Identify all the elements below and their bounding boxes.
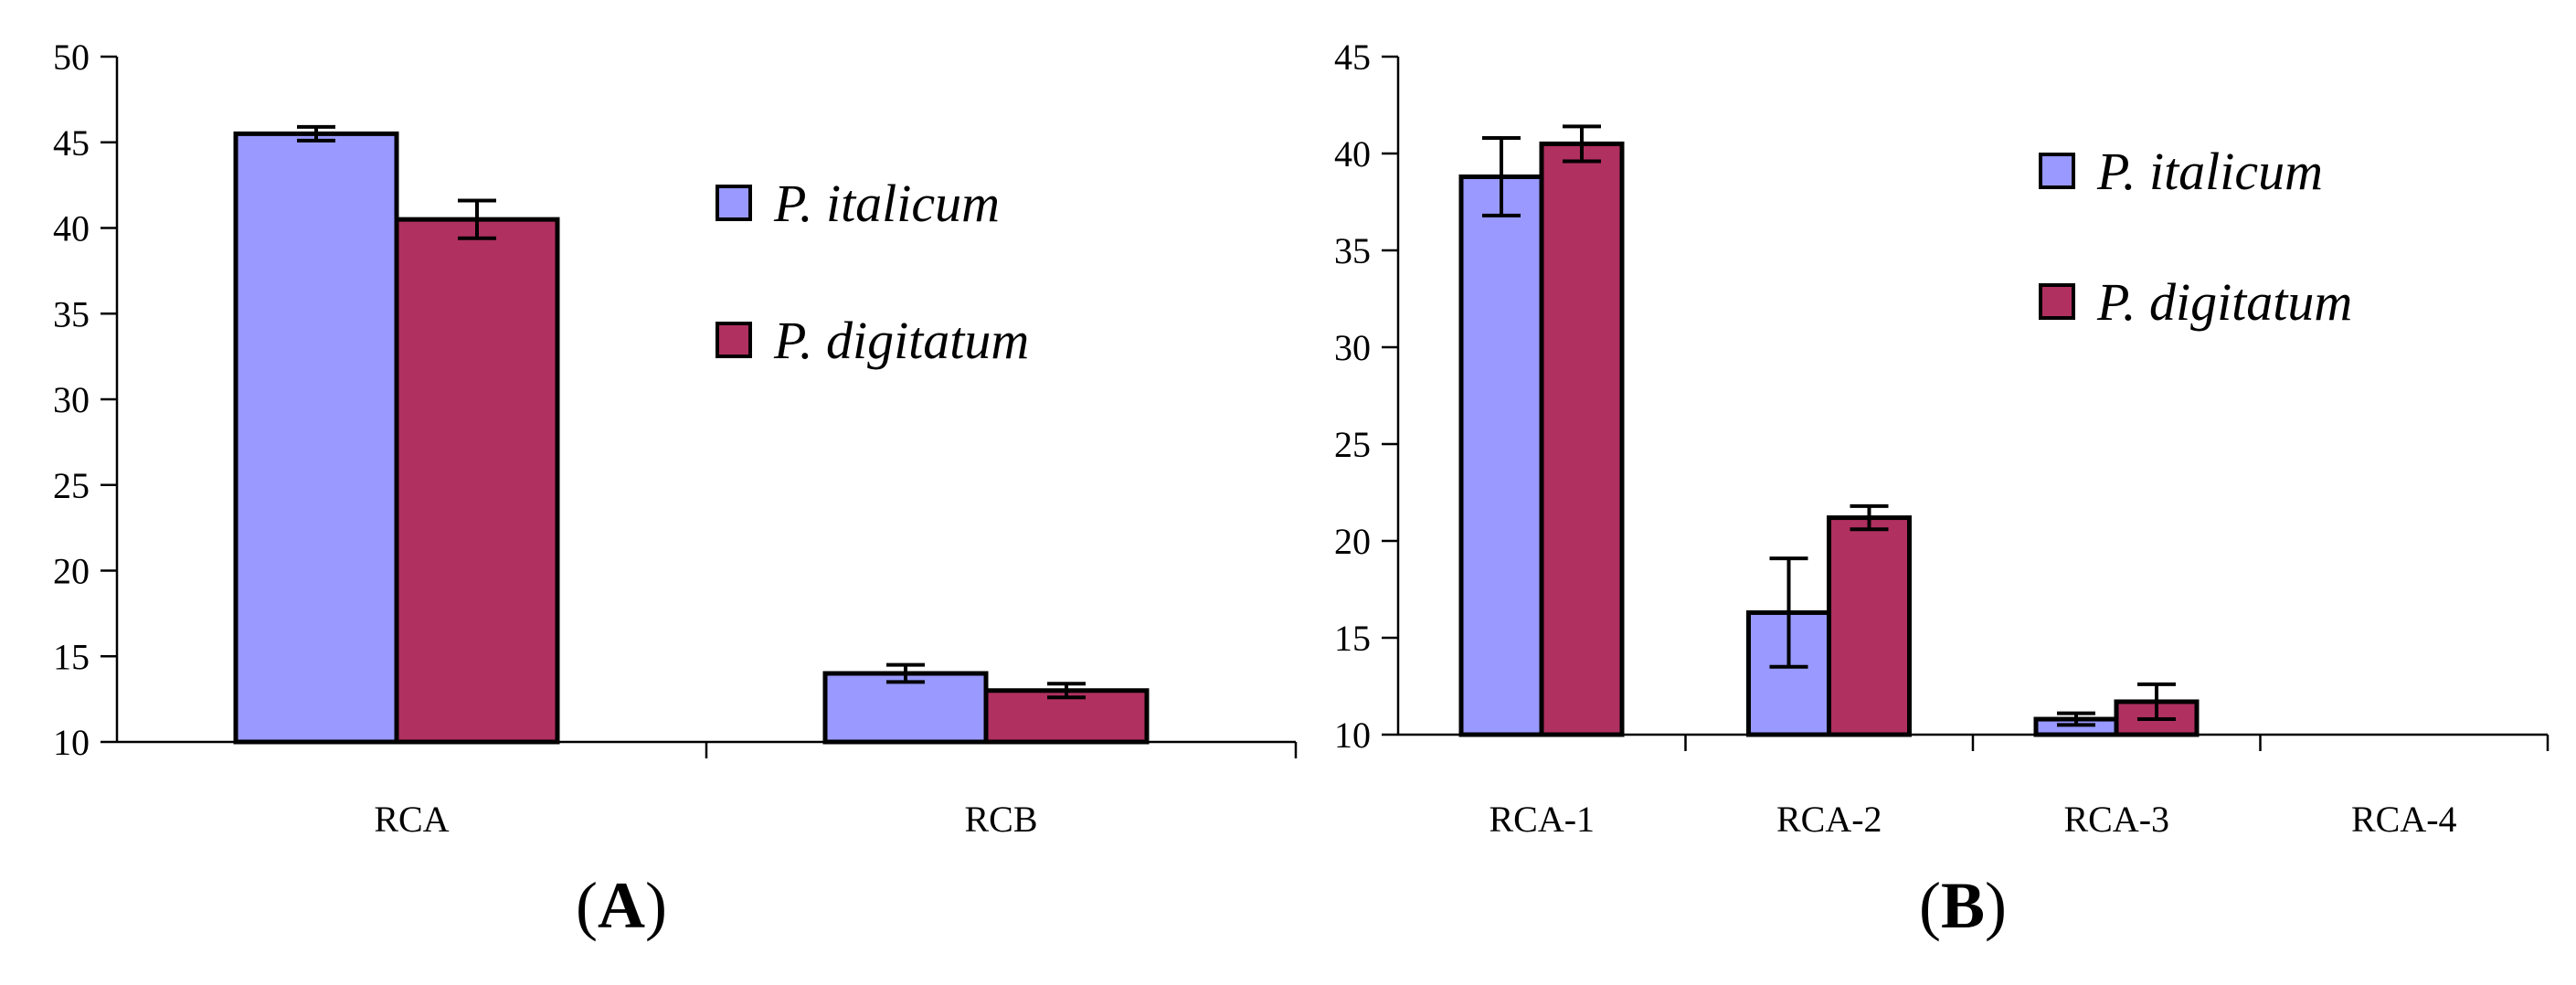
x-category-label: RCA-4 <box>2351 799 2457 840</box>
y-tick-label: 50 <box>53 37 90 78</box>
panel-label: (A) <box>576 869 667 942</box>
bar-rca-series-1 <box>233 131 399 745</box>
panel-label-letter: A <box>598 869 645 942</box>
y-tick-label: 40 <box>1334 133 1371 175</box>
legend-swatch-series-2 <box>716 322 752 358</box>
legend-swatch-series-1 <box>716 185 752 221</box>
y-tick-label: 30 <box>53 379 90 420</box>
panel-label-paren-close: ) <box>1985 869 2007 942</box>
bar-rca-1-series-1 <box>1458 174 1544 737</box>
chart-panel-b: 10 15 20 25 30 35 40 45 RCA-1 RCA-2 RCA-3 RCA-4 P. i… <box>1334 37 2549 942</box>
legend-label: P. italicum <box>2096 142 2323 201</box>
y-tick-label: 20 <box>53 551 90 592</box>
y-tick-label: 25 <box>1334 424 1371 465</box>
y-tick-label: 15 <box>53 636 90 677</box>
legend-label: P. digitatum <box>773 311 1029 370</box>
y-tick-label: 45 <box>53 122 90 164</box>
x-category-label: RCA <box>374 799 449 840</box>
y-tick-label: 15 <box>1334 618 1371 659</box>
legend-label: P. italicum <box>773 174 1000 233</box>
y-tick-label: 35 <box>1334 230 1371 271</box>
bar-rca-2-series-2 <box>1827 515 1912 737</box>
y-tick-label: 25 <box>53 465 90 506</box>
x-category-label: RCB <box>964 799 1037 840</box>
panel-label-paren-open: ( <box>1919 869 1941 942</box>
x-category-label: RCA-1 <box>1489 799 1595 840</box>
panel-label-paren-close: ) <box>645 869 667 942</box>
y-tick-label: 35 <box>53 293 90 334</box>
legend-swatch-series-2 <box>2039 283 2075 320</box>
chart-panel-a: 10 15 20 25 30 35 40 45 50 RCA RCB P. italicum P. di… <box>53 37 1298 942</box>
x-category-label: RCA-2 <box>1776 799 1882 840</box>
bar-rca-1-series-2 <box>1539 141 1625 737</box>
y-tick-label: 45 <box>1334 37 1371 78</box>
bar-rca-series-2 <box>394 217 560 745</box>
y-tick-label: 20 <box>1334 521 1371 562</box>
panel-label-letter: B <box>1941 869 1985 942</box>
y-tick-label: 10 <box>1334 715 1371 756</box>
y-tick-label: 10 <box>53 722 90 763</box>
legend-label: P. digitatum <box>2096 272 2352 332</box>
x-category-label: RCA-3 <box>2063 799 2169 840</box>
panel-label-paren-open: ( <box>576 869 598 942</box>
y-tick-label: 30 <box>1334 327 1371 368</box>
legend-swatch-series-1 <box>2039 153 2075 189</box>
panel-label: (B) <box>1919 869 2007 942</box>
y-tick-label: 40 <box>53 208 90 249</box>
